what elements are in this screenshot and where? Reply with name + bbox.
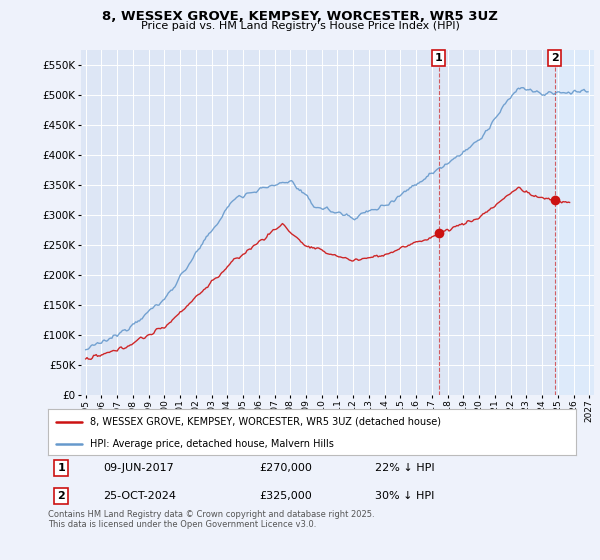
Text: 22% ↓ HPI: 22% ↓ HPI (376, 463, 435, 473)
Text: 2: 2 (551, 53, 559, 63)
Text: 1: 1 (435, 53, 443, 63)
Bar (555, 50, 594, 395)
Text: Price paid vs. HM Land Registry's House Price Index (HPI): Price paid vs. HM Land Registry's House … (140, 21, 460, 31)
Text: £325,000: £325,000 (259, 491, 312, 501)
Text: 25-OCT-2024: 25-OCT-2024 (103, 491, 176, 501)
Text: HPI: Average price, detached house, Malvern Hills: HPI: Average price, detached house, Malv… (90, 438, 334, 449)
Text: 8, WESSEX GROVE, KEMPSEY, WORCESTER, WR5 3UZ: 8, WESSEX GROVE, KEMPSEY, WORCESTER, WR5… (102, 10, 498, 22)
Text: 8, WESSEX GROVE, KEMPSEY, WORCESTER, WR5 3UZ (detached house): 8, WESSEX GROVE, KEMPSEY, WORCESTER, WR5… (90, 417, 441, 427)
Text: 30% ↓ HPI: 30% ↓ HPI (376, 491, 435, 501)
Text: 1: 1 (58, 463, 65, 473)
Text: £270,000: £270,000 (259, 463, 312, 473)
Text: 09-JUN-2017: 09-JUN-2017 (103, 463, 174, 473)
Text: 2: 2 (58, 491, 65, 501)
Text: Contains HM Land Registry data © Crown copyright and database right 2025.
This d: Contains HM Land Registry data © Crown c… (48, 510, 374, 529)
